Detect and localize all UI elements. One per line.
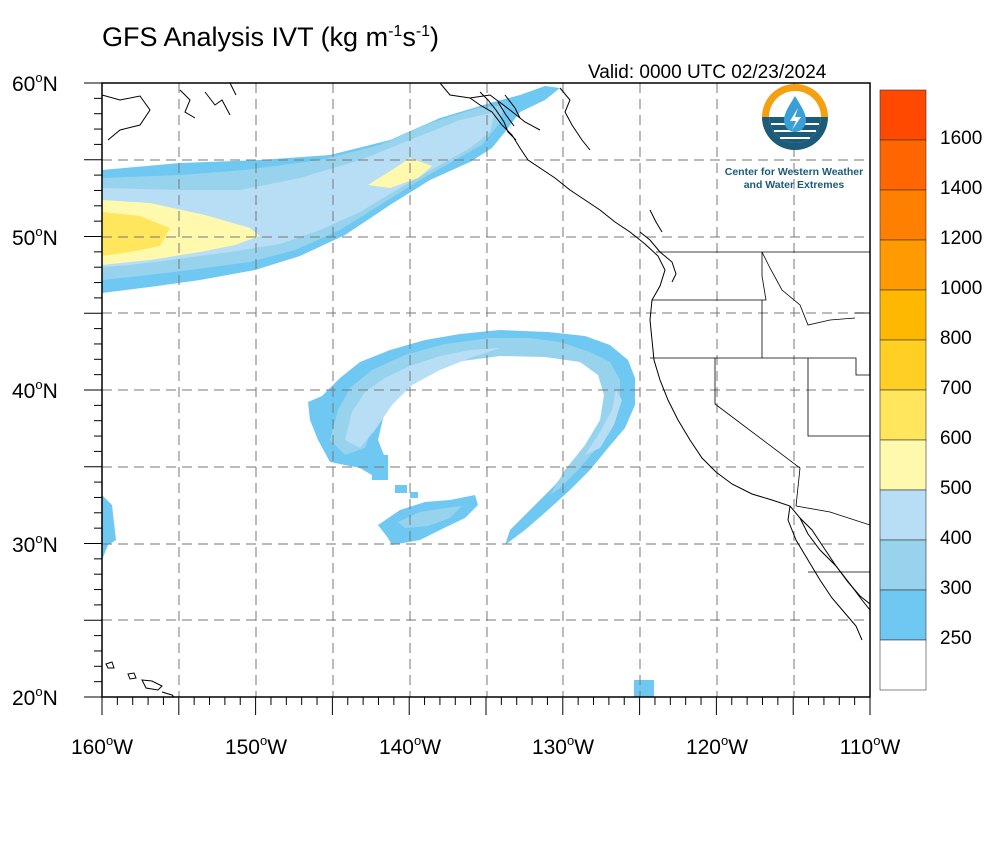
ivt-plume-north-600	[102, 212, 170, 256]
gridlines	[102, 83, 870, 697]
colorbar-swatch	[879, 89, 927, 141]
lon-label-110: 110oW	[840, 733, 901, 759]
lat-label-20: 20oN	[12, 684, 58, 710]
ivt-hook-400b	[585, 390, 622, 455]
colorbar	[879, 89, 927, 691]
colorbar-label: 700	[940, 378, 972, 399]
colorbar-label: 1000	[940, 278, 983, 299]
cw3e-logo-icon	[762, 84, 828, 150]
ivt-shading	[102, 86, 654, 697]
lon-label-140: 140oW	[379, 733, 441, 759]
colorbar-swatch	[879, 589, 927, 641]
colorbar-swatch	[879, 539, 927, 591]
colorbar-swatch	[879, 489, 927, 541]
colorbar-label: 250	[940, 628, 972, 649]
colorbar-swatch	[879, 389, 927, 441]
colorbar-label: 1200	[940, 228, 983, 249]
colorbar-swatch	[879, 239, 927, 291]
ivt-speck	[395, 485, 407, 493]
colorbar-label: 500	[940, 478, 972, 499]
ivt-speck-south	[634, 680, 654, 697]
lon-label-120: 120oW	[686, 733, 748, 759]
coastlines	[102, 83, 870, 697]
colorbar-label: 300	[940, 578, 972, 599]
ivt-hook-400	[345, 348, 500, 448]
colorbar-label: 400	[940, 528, 972, 549]
lon-label-130: 130oW	[532, 733, 594, 759]
colorbar-swatch	[879, 189, 927, 241]
lon-label-150: 150oW	[225, 733, 287, 759]
valid-time-label: Valid: 0000 UTC 02/23/2024	[588, 62, 827, 83]
ivt-left-edge	[102, 495, 116, 560]
colorbar-swatch	[879, 639, 927, 691]
logo-line-1: Center for Western Weather	[724, 166, 864, 178]
ivt-blob-300	[398, 506, 462, 528]
lat-label-30: 30oN	[12, 531, 58, 557]
axis-ticks	[84, 82, 871, 715]
colorbar-label: 600	[940, 428, 972, 449]
ivt-speck	[410, 492, 418, 498]
colorbar-label: 1400	[940, 178, 983, 199]
colorbar-label: 1600	[940, 128, 983, 149]
state-borders	[650, 251, 870, 573]
ivt-core-north-500	[368, 158, 432, 188]
lon-label-160: 160oW	[71, 733, 133, 759]
logo-line-2: and Water Extremes	[743, 179, 845, 191]
cw3e-logo: Center for Western Weather and Water Ext…	[718, 84, 870, 194]
lat-label-40: 40oN	[12, 377, 58, 403]
colorbar-swatch	[879, 439, 927, 491]
colorbar-swatch	[879, 139, 927, 191]
colorbar-label: 800	[940, 328, 972, 349]
lat-label-60: 60oN	[12, 70, 58, 96]
map-title: GFS Analysis IVT (kg m-1s-1)	[102, 22, 440, 52]
colorbar-swatch	[879, 339, 927, 391]
lat-label-50: 50oN	[12, 224, 58, 250]
colorbar-swatch	[879, 289, 927, 341]
